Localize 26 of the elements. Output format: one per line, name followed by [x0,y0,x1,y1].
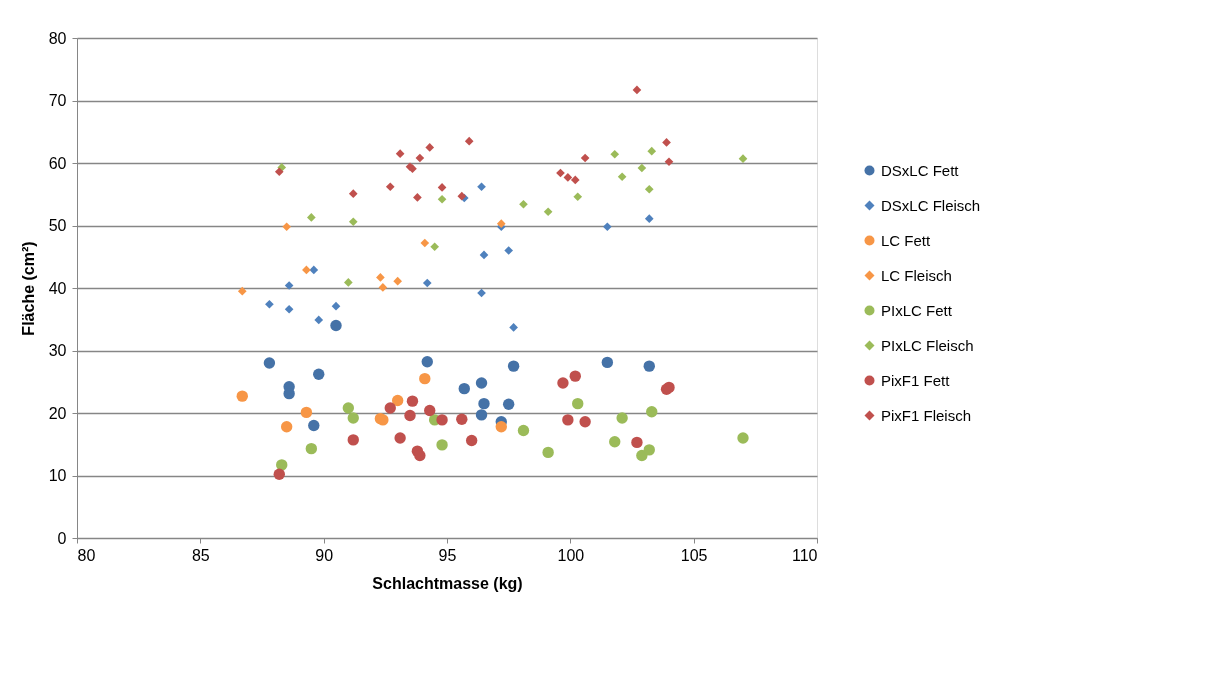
legend-label: PIxLC Fett [881,301,953,319]
y-tick-label: 10 [48,467,67,484]
x-tick-label: 110 [791,546,818,564]
y-tick-label: 60 [48,154,67,172]
legend-label: PIxLC Fleisch [881,336,974,354]
x-tick-label: 90 [315,546,334,564]
y-tick-label: 40 [48,279,67,297]
legend-label: LC Fleisch [881,266,952,284]
x-tick-label: 95 [438,546,457,564]
y-tick-label: 20 [48,404,67,422]
y-tick-label: 30 [48,342,67,359]
legend-label: PixF1 Fett [881,371,951,389]
y-tick-label: 0 [57,529,67,547]
x-tick-label: 80 [77,546,96,564]
y-tick-label: 70 [48,92,67,109]
y-tick-label: 50 [48,217,67,234]
x-axis-title: Schlachtmasse (kg) [372,574,523,592]
x-tick-label: 100 [557,546,585,564]
y-tick-label: 80 [48,29,67,47]
x-tick-label: 105 [680,546,708,564]
y-axis-title: Fläche (cm²) [19,241,37,336]
x-tick-label: 85 [191,546,210,564]
legend-label: DSxLC Fett [881,161,960,179]
legend-label: DSxLC Fleisch [881,196,981,214]
legend-label: LC Fett [881,231,932,249]
legend-label: PixF1 Fleisch [881,406,972,424]
